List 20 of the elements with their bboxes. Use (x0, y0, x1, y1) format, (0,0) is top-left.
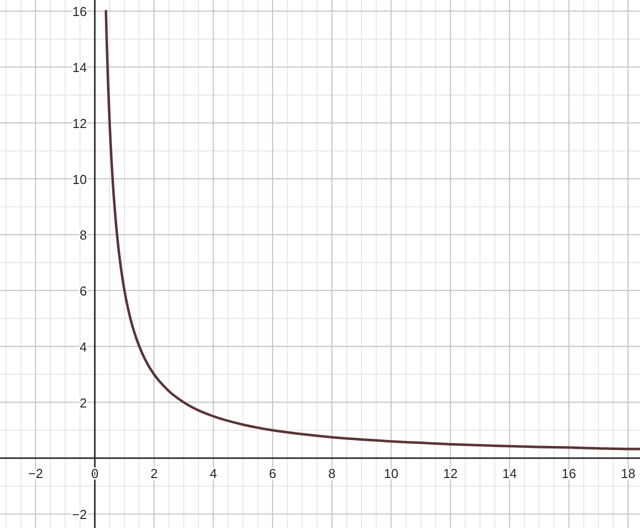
x-tick-label: 18 (620, 466, 636, 482)
y-tick-label: 12 (72, 116, 87, 131)
y-tick-label: 8 (80, 228, 87, 243)
line-series (104, 10, 640, 450)
y-tick-label: 14 (72, 60, 87, 76)
x-tick-label: −2 (28, 466, 43, 482)
y-tick-label: 10 (72, 172, 87, 187)
y-tick-label: 16 (72, 4, 87, 20)
x-tick-label: 16 (562, 466, 576, 482)
y-tick-label: 4 (80, 339, 87, 354)
x-tick-label: 4 (210, 466, 217, 482)
x-tick-label: 6 (268, 466, 276, 482)
y-tick-label: −2 (72, 507, 87, 522)
y-tick-label: 2 (80, 395, 87, 410)
x-tick-label: 12 (443, 466, 458, 482)
x-tick-label: 10 (384, 466, 398, 482)
x-tick-label: 14 (502, 466, 517, 482)
x-tick-label: 2 (150, 466, 158, 482)
x-tick-label: 8 (328, 466, 336, 482)
y-tick-label: 6 (80, 284, 87, 299)
